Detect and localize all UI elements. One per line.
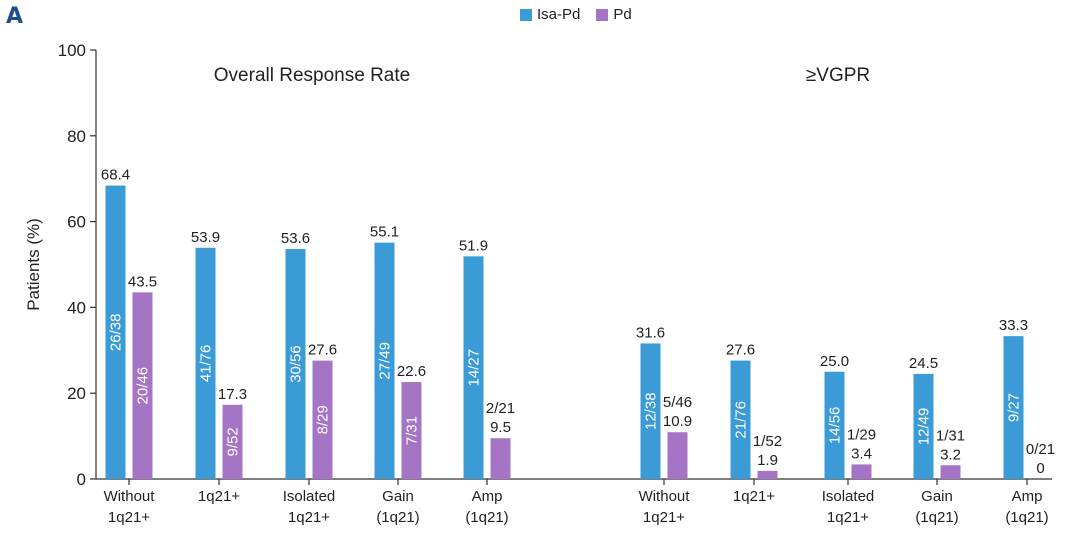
- x-tick-label: 1q21+: [827, 509, 869, 526]
- data-label: 31.6: [636, 324, 665, 341]
- fraction-label: 27/49: [377, 342, 394, 380]
- x-tick-label: 1q21+: [733, 488, 775, 505]
- bar: [913, 373, 934, 479]
- y-tick-label: 100: [58, 41, 86, 60]
- bar: [851, 464, 872, 479]
- y-axis-label: Patients (%): [24, 218, 43, 311]
- data-label: 25.0: [820, 353, 849, 370]
- bar: [490, 438, 511, 479]
- bar: [105, 185, 126, 479]
- x-tick-label: Amp: [1012, 488, 1043, 505]
- fraction-label: 20/46: [135, 367, 152, 405]
- fraction-label: 14/27: [466, 349, 483, 387]
- bar: [195, 247, 216, 479]
- fraction-label: 1/31: [936, 427, 965, 444]
- legend-swatch-isa-pd: [520, 8, 532, 21]
- x-tick-label: Amp: [472, 488, 503, 505]
- x-tick-label: Gain: [921, 488, 953, 505]
- x-tick-label: (1q21): [1005, 509, 1048, 526]
- data-label: 51.9: [459, 237, 488, 254]
- x-tick-label: (1q21): [915, 509, 958, 526]
- bar: [940, 465, 961, 479]
- data-label: 10.9: [663, 413, 692, 430]
- x-tick-label: Isolated: [283, 488, 336, 505]
- x-tick-label: 1q21+: [198, 488, 240, 505]
- fraction-label: 1/52: [753, 433, 782, 450]
- x-tick-label: 1q21+: [108, 509, 150, 526]
- legend-item-pd: Pd: [596, 6, 632, 23]
- fraction-label: 26/38: [108, 314, 125, 352]
- fraction-label: 2/21: [486, 400, 515, 417]
- legend-label-pd: Pd: [613, 6, 632, 23]
- data-label: 53.9: [191, 229, 220, 246]
- data-label: 68.4: [101, 167, 130, 184]
- fraction-label: 9/52: [225, 427, 242, 456]
- x-tick-label: Isolated: [822, 488, 875, 505]
- data-label: 22.6: [397, 363, 426, 380]
- fraction-label: 41/76: [198, 345, 215, 383]
- y-tick-label: 0: [77, 470, 86, 489]
- x-tick-label: Gain: [382, 488, 414, 505]
- data-label: 1.9: [757, 452, 778, 469]
- data-label: 53.6: [281, 230, 310, 247]
- x-tick-label: (1q21): [376, 509, 419, 526]
- fraction-label: 9/27: [1006, 393, 1023, 422]
- data-label: 43.5: [128, 273, 157, 290]
- x-tick-label: 1q21+: [643, 509, 685, 526]
- panel-label: A: [6, 4, 24, 29]
- data-label: 24.5: [909, 355, 938, 372]
- panel-title: ≥VGPR: [806, 65, 870, 86]
- y-tick-label: 40: [67, 298, 86, 317]
- bar: [824, 371, 845, 479]
- bar: [463, 256, 484, 479]
- bar: [285, 249, 306, 479]
- legend-item-isa-pd: Isa-Pd: [520, 6, 580, 23]
- data-label: 9.5: [490, 419, 511, 436]
- fraction-label: 14/56: [827, 407, 844, 445]
- bar: [401, 382, 422, 479]
- bar: [374, 242, 395, 479]
- fraction-label: 8/29: [315, 405, 332, 434]
- fraction-label: 30/56: [288, 345, 305, 383]
- data-label: 27.6: [308, 342, 337, 359]
- y-tick-label: 20: [67, 384, 86, 403]
- y-tick-label: 80: [67, 127, 86, 146]
- data-label: 3.2: [940, 446, 961, 463]
- bar: [757, 470, 778, 479]
- data-label: 0: [1036, 460, 1044, 477]
- bar: [132, 292, 153, 479]
- legend-label-isa-pd: Isa-Pd: [537, 6, 581, 23]
- bar: [222, 404, 243, 479]
- data-label: 55.1: [370, 224, 399, 241]
- x-tick-label: (1q21): [465, 509, 508, 526]
- fraction-label: 5/46: [663, 394, 692, 411]
- data-label: 27.6: [726, 342, 755, 359]
- panel-title: Overall Response Rate: [214, 65, 410, 86]
- y-tick-label: 60: [67, 213, 86, 232]
- fraction-label: 12/49: [916, 408, 933, 446]
- bar: [640, 343, 661, 479]
- data-label: 3.4: [851, 445, 872, 462]
- fraction-label: 0/21: [1026, 441, 1055, 458]
- fraction-label: 1/29: [847, 426, 876, 443]
- data-label: 17.3: [218, 386, 247, 403]
- bar: [1003, 336, 1024, 479]
- x-tick-label: Without: [639, 488, 691, 505]
- bar: [312, 360, 333, 479]
- fraction-label: 7/31: [404, 416, 421, 445]
- fraction-label: 21/76: [733, 401, 750, 439]
- legend-swatch-pd: [596, 8, 609, 21]
- x-tick-label: 1q21+: [288, 509, 330, 526]
- bar: [730, 360, 751, 479]
- bar: [667, 432, 688, 479]
- legend: Isa-Pd Pd: [520, 6, 648, 23]
- x-tick-label: Without: [104, 488, 156, 505]
- fraction-label: 12/38: [643, 392, 660, 430]
- data-label: 33.3: [999, 317, 1028, 334]
